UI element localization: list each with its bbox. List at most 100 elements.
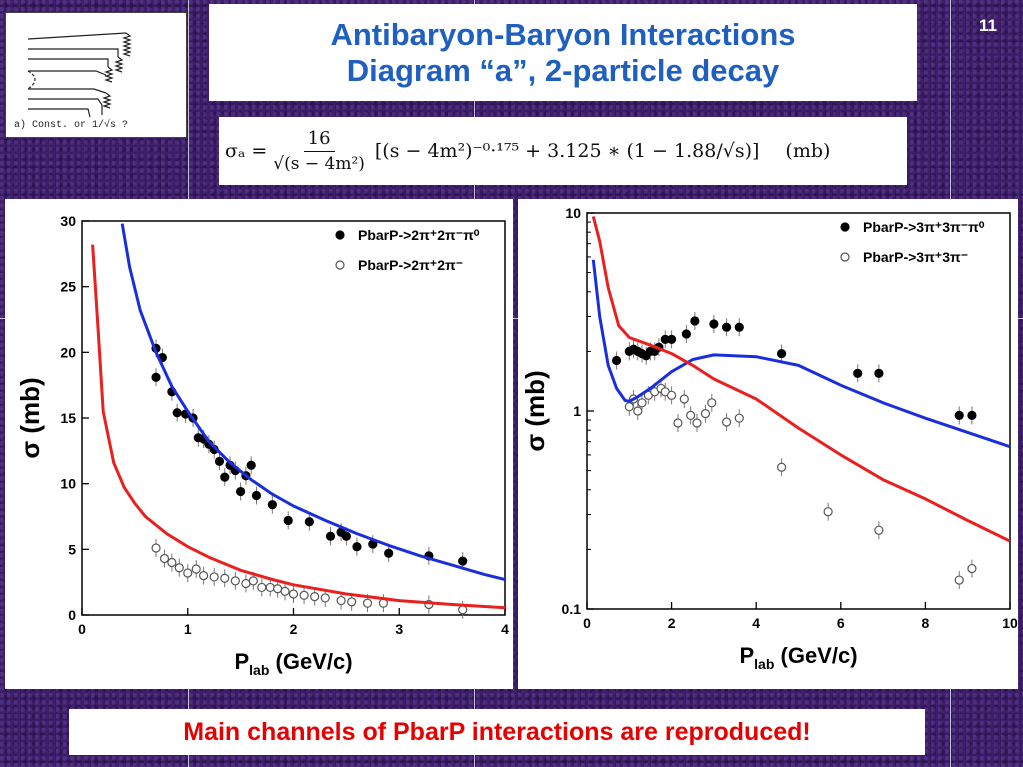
chart-panel-right: 0 2 4 6 8 10 0.1 1 10 Plab (GeV/c) σ (mb) PbarP->3π… (518, 199, 1018, 689)
y-tick-label: 10 (60, 476, 76, 492)
data-point (823, 507, 833, 517)
data-point (458, 556, 468, 566)
data-point (209, 572, 219, 582)
data-point (241, 578, 251, 589)
legend-marker (335, 230, 345, 240)
data-point (183, 568, 193, 578)
y-tick-label: 25 (60, 279, 76, 295)
formula-fraction: 16 √(s − 4m²) (273, 127, 365, 176)
data-point (954, 410, 964, 421)
data-point (267, 500, 277, 510)
diagram-thumbnail: a) Const. or 1/√s ? (5, 12, 187, 138)
data-point (709, 319, 719, 329)
curve-series (591, 216, 1010, 543)
title-line-1: Antibaryon-Baryon Interactions (330, 16, 796, 52)
data-point (172, 408, 182, 418)
cross-section-formula: σₐ = 16 √(s − 4m²) [(s − 4m²)⁻⁰·¹⁷⁵ + 3.… (219, 117, 907, 185)
x-tick-label: 3 (395, 621, 403, 637)
data-point (251, 490, 262, 501)
x-axis-label: Plab (GeV/c) (739, 643, 857, 672)
data-point (954, 575, 964, 585)
data-point (707, 398, 717, 408)
data-point (325, 531, 336, 541)
plot-frame (81, 220, 506, 616)
curve-series (120, 223, 505, 581)
x-tick-label: 6 (837, 615, 845, 631)
y-axis-label: σ (mb) (520, 370, 550, 451)
data-point (336, 595, 346, 606)
data-point (967, 563, 977, 574)
legend-marker (840, 252, 850, 262)
data-point (151, 372, 161, 382)
data-point (667, 390, 677, 400)
legend-marker (840, 222, 850, 232)
chart-panel-left: 0 1 2 3 4 0 5 10 15 20 25 30 Plab (GeV/c) σ (mb) PbarP… (5, 199, 513, 689)
legend-label: PbarP->3π⁺3π⁻ (863, 249, 968, 265)
data-point (624, 402, 634, 412)
slide-title: Antibaryon-Baryon Interactions Diagram “… (209, 4, 917, 101)
data-point (151, 543, 161, 553)
data-point (191, 564, 201, 574)
data-point (721, 322, 732, 332)
data-point (667, 334, 677, 344)
curve-series (591, 259, 1010, 449)
title-line-2: Diagram “a”, 2-particle decay (346, 52, 780, 88)
data-point (167, 557, 177, 568)
data-point (721, 417, 732, 427)
y-axis-label: σ (mb) (15, 377, 45, 458)
chart-right: 0 2 4 6 8 10 0.1 1 10 Plab (GeV/c) σ (mb) PbarP->3π… (520, 205, 1018, 672)
x-tick-label: 0 (583, 615, 591, 631)
data-point (320, 593, 330, 603)
formula-numerator: 16 (303, 127, 335, 152)
data-point (874, 368, 884, 378)
data-point (248, 576, 258, 586)
data-point (352, 542, 362, 552)
data-point (734, 413, 744, 423)
x-tick-label: 4 (752, 615, 760, 631)
formula-denominator: √(s − 4m²) (273, 153, 365, 174)
y-tick-label: 1 (573, 403, 581, 419)
data-point (673, 418, 683, 428)
data-point (967, 410, 977, 421)
legend-label: PbarP->2π⁺2π⁻ (358, 257, 463, 273)
y-tick-label: 15 (60, 410, 76, 426)
data-point (220, 472, 230, 482)
x-tick-label: 8 (922, 615, 930, 631)
data-point (874, 525, 884, 535)
data-point (283, 515, 293, 526)
y-tick-label: 30 (60, 213, 76, 229)
data-point (362, 598, 373, 608)
y-tick-label: 10 (565, 205, 581, 221)
data-point (310, 592, 320, 602)
data-point (637, 398, 647, 408)
conclusion-text: Main channels of PbarP interactions are … (183, 717, 811, 746)
formula-lhs: σₐ = (225, 140, 268, 162)
conclusion-banner: Main channels of PbarP interactions are … (69, 709, 925, 755)
y-tick-label: 0.1 (562, 601, 582, 617)
data-point (159, 553, 170, 564)
data-point (304, 517, 314, 527)
diagram-caption: a) Const. or 1/√s ? (14, 120, 129, 131)
x-tick-label: 10 (1002, 615, 1018, 631)
data-point (273, 584, 283, 594)
x-axis-label: Plab (GeV/c) (234, 649, 352, 678)
data-point (690, 316, 700, 326)
curve-series (91, 244, 505, 610)
x-tick-label: 2 (290, 621, 298, 637)
y-tick-label: 0 (68, 607, 76, 623)
data-point (633, 406, 643, 416)
data-point (220, 573, 230, 583)
data-point (776, 462, 787, 472)
data-point (347, 597, 357, 607)
data-point (458, 605, 468, 615)
data-point (214, 456, 225, 466)
chart-left: 0 1 2 3 4 0 5 10 15 20 25 30 Plab (GeV/c) σ (mb) PbarP… (15, 213, 509, 678)
data-point (341, 531, 351, 541)
data-point (265, 582, 275, 593)
x-tick-label: 0 (78, 621, 86, 637)
data-point (686, 410, 696, 421)
data-point (257, 582, 267, 593)
data-point (199, 571, 209, 581)
page-number: 11 (979, 16, 997, 35)
data-point (384, 548, 394, 558)
